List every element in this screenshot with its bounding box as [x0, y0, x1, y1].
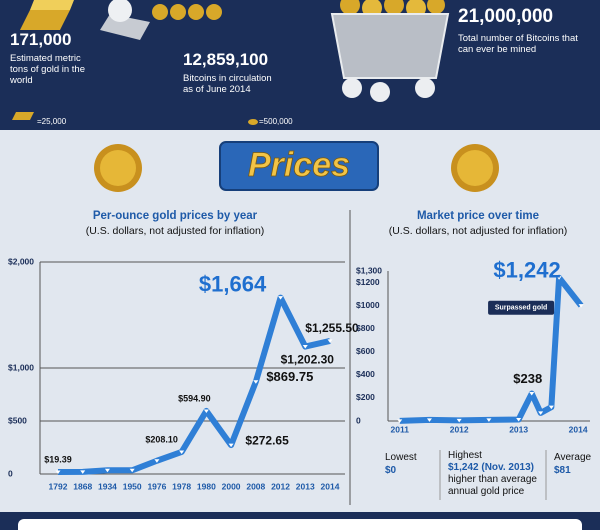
gold-illustration — [20, 0, 222, 40]
header-band — [0, 0, 600, 130]
x-tick-label: 2012 — [271, 481, 290, 491]
marker — [203, 409, 209, 413]
stat-value: $1,242 (Nov. 2013) — [448, 462, 534, 473]
marker — [80, 470, 86, 474]
stat-label: Average — [554, 452, 592, 463]
x-tick-label: 2008 — [246, 481, 265, 491]
value-label: $19.39 — [44, 454, 72, 464]
x-tick-label: 1980 — [197, 481, 216, 491]
marker — [278, 296, 284, 300]
stat-label: Highest — [448, 450, 482, 461]
y-tick-label: $200 — [356, 392, 375, 402]
x-tick-label: 1934 — [98, 481, 117, 491]
marker — [578, 304, 584, 308]
marker — [104, 468, 110, 473]
y-tick-label: $1000 — [356, 300, 380, 310]
chart-title: Market price over time — [417, 210, 539, 222]
value-label: $1,255.50 — [305, 321, 359, 335]
x-tick-label: 2013 — [296, 481, 315, 491]
marker — [538, 411, 544, 415]
x-tick-label: 1978 — [172, 481, 191, 491]
y-tick-label: $400 — [356, 369, 375, 379]
cart-illustration — [330, 0, 450, 102]
chart-title: Per-ounce gold prices by year — [93, 210, 258, 222]
y-tick-label: $800 — [356, 323, 375, 333]
marker — [516, 418, 522, 422]
marker — [253, 380, 259, 384]
banner — [219, 141, 379, 191]
y-tick-label: $500 — [8, 415, 27, 425]
x-tick-label: 2012 — [450, 424, 469, 434]
line — [399, 274, 584, 424]
value-label: $272.65 — [245, 433, 289, 447]
gold-coin-inner — [100, 150, 136, 186]
value-label: $1,664 — [199, 271, 267, 296]
footer-box — [18, 519, 582, 530]
x-tick-label: 2014 — [569, 424, 588, 434]
x-tick-label: 1868 — [73, 481, 92, 491]
marker — [556, 276, 562, 280]
marker — [456, 418, 462, 423]
value-label: $869.75 — [266, 369, 313, 384]
coin-icon — [248, 119, 258, 125]
marker — [179, 450, 185, 454]
value-label: $208.10 — [145, 434, 178, 444]
stat-label: Estimated metric tons of gold in the wor… — [10, 53, 85, 86]
stat-note: higher than average annual gold price — [448, 474, 537, 497]
x-tick-label: 2014 — [321, 481, 340, 491]
marker — [129, 468, 135, 473]
value-label: $238 — [513, 371, 542, 386]
y-tick-label: $1,300 — [356, 265, 382, 275]
legend-text: =25,000 — [37, 117, 67, 126]
y-tick-label: $600 — [356, 346, 375, 356]
stat-label: Bitcoins in circulation as of June 2014 — [183, 73, 272, 95]
gold-bar-icon — [12, 112, 34, 120]
x-tick-label: 1792 — [49, 481, 68, 491]
marker — [228, 443, 234, 448]
stat-label: Total number of Bitcoins that can ever b… — [458, 33, 578, 55]
y-tick-label: 0 — [356, 415, 361, 425]
x-tick-label: 2000 — [222, 481, 241, 491]
marker — [55, 470, 61, 474]
marker — [154, 459, 160, 463]
x-tick-label: 1976 — [147, 481, 166, 491]
marker — [397, 419, 403, 423]
stat-value: 171,000 — [10, 30, 72, 49]
stat-value: $0 — [385, 465, 397, 476]
marker — [486, 418, 492, 422]
stat-value: $81 — [554, 465, 571, 476]
banner-text: Prices — [248, 146, 350, 184]
marker — [426, 418, 432, 422]
marker — [302, 345, 308, 349]
value-label: $594.90 — [178, 393, 211, 403]
stat-value: 21,000,000 — [458, 6, 554, 27]
y-tick-label: $2,000 — [8, 256, 34, 266]
stat-label: Lowest — [385, 452, 417, 463]
y-tick-label: $1,000 — [8, 362, 34, 372]
annotation-box — [488, 300, 555, 315]
line — [57, 294, 331, 475]
marker — [327, 339, 333, 343]
legend-text: =500,000 — [259, 117, 293, 126]
annotation: Surpassed gold — [495, 305, 548, 312]
y-tick-label: $1200 — [356, 277, 380, 287]
y-tick-label: 0 — [8, 468, 13, 478]
value-label: $1,242 — [493, 258, 560, 283]
marker — [548, 405, 554, 410]
chart-subtitle: (U.S. dollars, not adjusted for inflatio… — [86, 225, 265, 237]
marker — [529, 392, 535, 396]
x-tick-label: 2013 — [509, 424, 528, 434]
stat-value: 12,859,100 — [183, 50, 269, 69]
value-label: $1,202.30 — [281, 353, 335, 367]
chart-subtitle: (U.S. dollars, not adjusted for inflatio… — [389, 225, 568, 237]
bitcoin-coin-inner — [457, 150, 493, 186]
x-tick-label: 2011 — [391, 424, 410, 434]
x-tick-label: 1950 — [123, 481, 142, 491]
